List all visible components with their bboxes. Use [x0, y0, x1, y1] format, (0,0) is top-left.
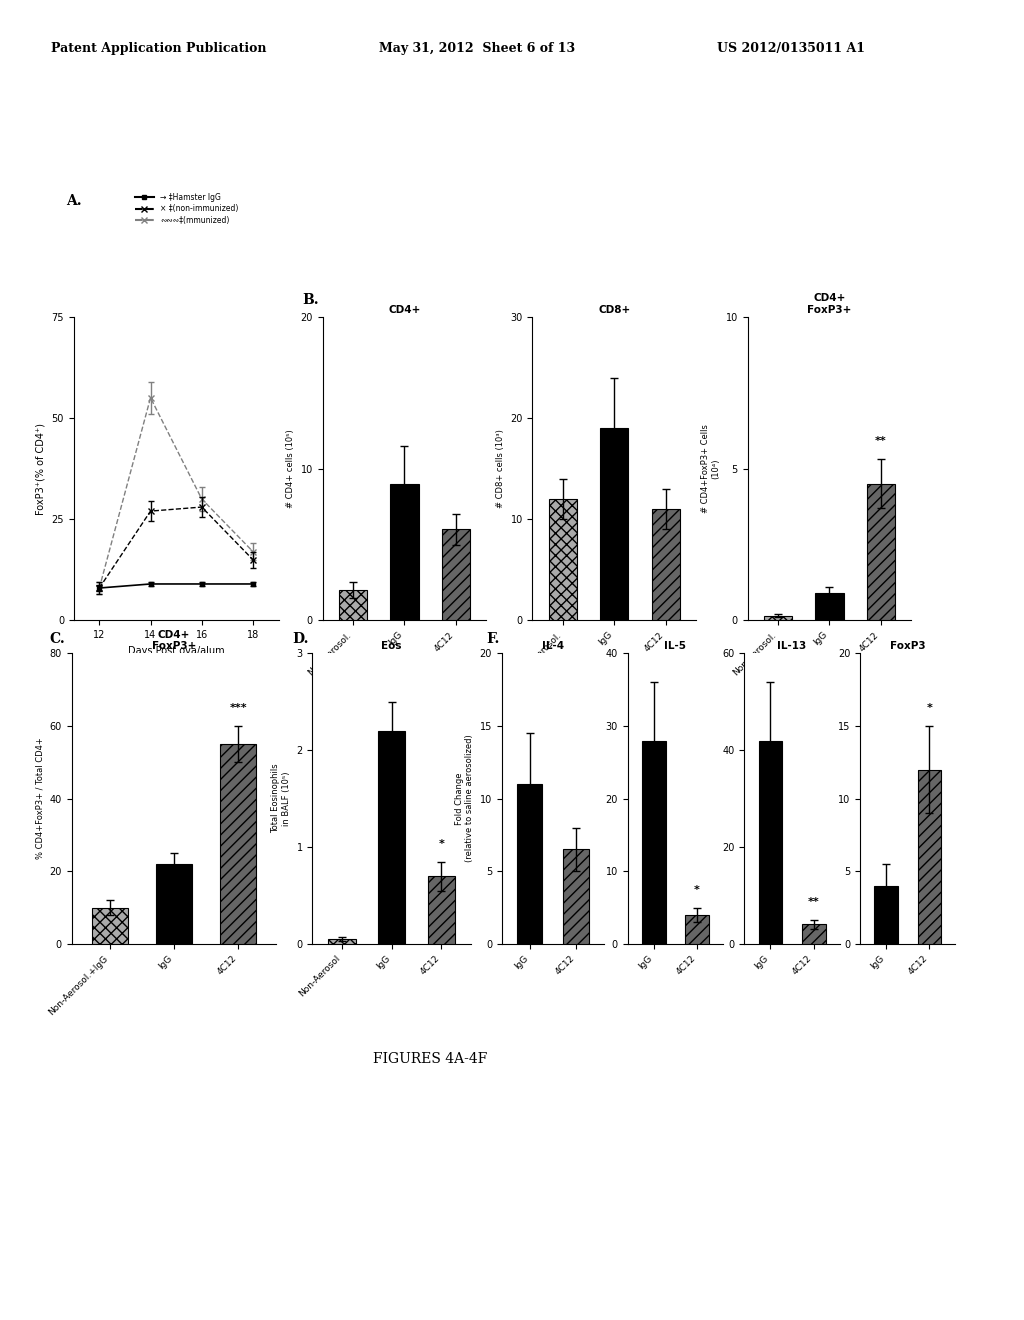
Bar	[563, 850, 589, 944]
Text: US 2012/0135011 A1: US 2012/0135011 A1	[717, 42, 865, 55]
Text: **: **	[874, 437, 887, 446]
Title: CD4+
FoxP3+: CD4+ FoxP3+	[807, 293, 852, 314]
X-axis label: Days Post ova/alum: Days Post ova/alum	[128, 645, 224, 656]
Legend: → ‡Hamster IgG, × ‡(non-immunized), ∾∾∾‡(mmunized): → ‡Hamster IgG, × ‡(non-immunized), ∾∾∾‡…	[135, 193, 239, 224]
Text: C.: C.	[49, 632, 65, 645]
Text: F.: F.	[486, 632, 500, 645]
Y-axis label: # CD4+ cells (10⁵): # CD4+ cells (10⁵)	[286, 429, 295, 508]
Y-axis label: # CD4+FoxP3+ Cells
(10⁴): # CD4+FoxP3+ Cells (10⁴)	[700, 424, 720, 513]
Bar	[874, 886, 898, 944]
Title: IL-5: IL-5	[665, 642, 686, 651]
Bar	[685, 915, 709, 944]
Title: CD4+: CD4+	[388, 305, 421, 314]
Text: *: *	[438, 840, 444, 849]
Title: CD8+: CD8+	[598, 305, 631, 314]
Bar	[815, 593, 844, 620]
Y-axis label: Total Eosinophils
in BALF (10⁵): Total Eosinophils in BALF (10⁵)	[271, 764, 291, 833]
Bar	[764, 616, 793, 620]
Text: B.: B.	[302, 293, 318, 306]
Y-axis label: Fold Change
(relative to saline aerosolized): Fold Change (relative to saline aerosoli…	[455, 735, 474, 862]
Text: A.: A.	[67, 194, 82, 207]
Bar	[866, 483, 895, 620]
Title: IL-13: IL-13	[777, 642, 807, 651]
Bar	[549, 499, 578, 620]
Bar	[428, 876, 455, 944]
Text: *: *	[927, 704, 933, 714]
Text: **: **	[808, 898, 819, 907]
Bar	[92, 908, 128, 944]
Title: IL-4: IL-4	[542, 642, 564, 651]
Text: D.: D.	[292, 632, 308, 645]
Text: Patent Application Publication: Patent Application Publication	[51, 42, 266, 55]
Bar	[220, 744, 256, 944]
Y-axis label: FoxP3⁺(% of CD4⁺): FoxP3⁺(% of CD4⁺)	[36, 422, 46, 515]
Title: Eos: Eos	[381, 642, 402, 651]
Bar	[390, 483, 419, 620]
Bar	[651, 510, 680, 620]
Bar	[339, 590, 368, 620]
Bar	[157, 865, 191, 944]
Text: May 31, 2012  Sheet 6 of 13: May 31, 2012 Sheet 6 of 13	[379, 42, 575, 55]
Y-axis label: # CD8+ cells (10³): # CD8+ cells (10³)	[496, 429, 505, 508]
Text: FIGURES 4A-4F: FIGURES 4A-4F	[373, 1052, 487, 1065]
Bar	[918, 770, 941, 944]
Text: ***: ***	[229, 704, 247, 714]
Bar	[759, 741, 782, 944]
Bar	[441, 529, 470, 620]
Bar	[329, 939, 355, 944]
Title: FoxP3: FoxP3	[890, 642, 926, 651]
Text: *: *	[694, 884, 700, 895]
Bar	[802, 924, 825, 944]
Bar	[517, 784, 543, 944]
Bar	[378, 731, 406, 944]
Bar	[600, 428, 629, 620]
Title: CD4+
FoxP3+: CD4+ FoxP3+	[152, 630, 197, 651]
Bar	[642, 741, 666, 944]
Y-axis label: % CD4+FoxP3+ / Total CD4+: % CD4+FoxP3+ / Total CD4+	[35, 738, 44, 859]
